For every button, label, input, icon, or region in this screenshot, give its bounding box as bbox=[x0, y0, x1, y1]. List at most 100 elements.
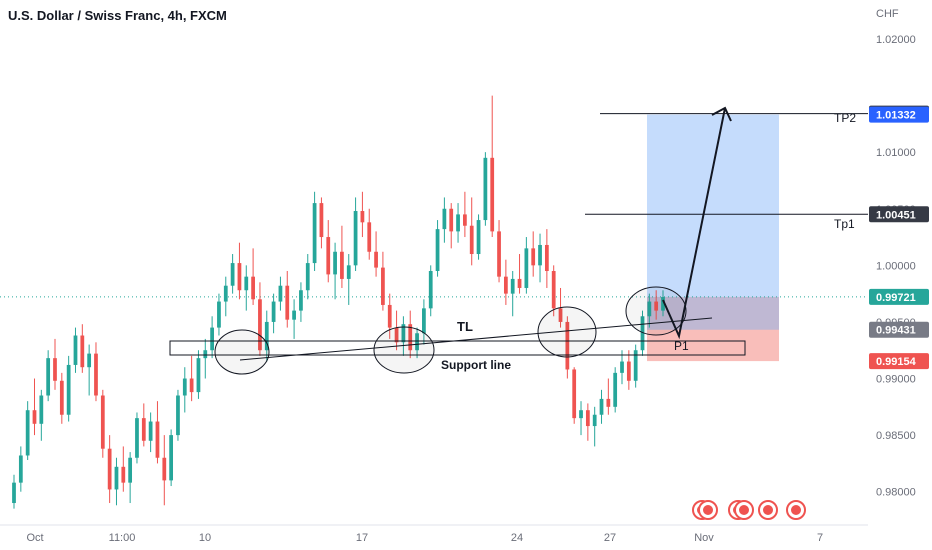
time-tick-label: 7 bbox=[817, 532, 823, 544]
candle-body bbox=[428, 271, 433, 309]
time-tick-label: 17 bbox=[356, 532, 368, 544]
price-tick-label: 0.98500 bbox=[876, 430, 916, 442]
candle-body bbox=[59, 380, 64, 415]
candle-body bbox=[333, 251, 337, 275]
candle-body bbox=[415, 333, 419, 351]
candle-body bbox=[39, 395, 44, 424]
flag-icon bbox=[791, 505, 801, 515]
candle-body bbox=[237, 263, 242, 291]
candle-body bbox=[585, 410, 590, 427]
candle-body bbox=[463, 214, 467, 226]
touch-circle bbox=[625, 286, 687, 336]
candle-body bbox=[66, 364, 71, 415]
candle-body bbox=[230, 263, 235, 286]
flag-icon bbox=[703, 505, 713, 515]
candle-body bbox=[53, 358, 57, 381]
candle-body bbox=[223, 285, 228, 302]
candle-body bbox=[340, 251, 344, 279]
candle-body bbox=[353, 211, 358, 266]
price-badge-label: 0.99431 bbox=[876, 325, 916, 337]
candle-body bbox=[531, 248, 536, 266]
price-badge bbox=[869, 321, 929, 338]
candle-body bbox=[456, 214, 460, 232]
touch-circle bbox=[537, 306, 597, 358]
candle-body bbox=[497, 231, 501, 277]
chart-title: U.S. Dollar / Swiss Franc, 4h, FXCM bbox=[8, 8, 227, 23]
candle-body bbox=[264, 321, 269, 351]
candle-body bbox=[381, 267, 385, 305]
candle-body bbox=[176, 395, 180, 436]
candle-body bbox=[100, 395, 105, 449]
touch-circle bbox=[373, 326, 435, 374]
candle-body bbox=[613, 372, 618, 407]
candle-body bbox=[551, 271, 556, 309]
candle-body bbox=[114, 466, 119, 490]
time-tick-label: Oct bbox=[26, 532, 43, 544]
candle-body bbox=[12, 482, 16, 504]
candle-body bbox=[592, 414, 597, 427]
candle-body bbox=[449, 208, 454, 232]
candle-body bbox=[271, 301, 276, 322]
price-tick-label: 1.02000 bbox=[876, 34, 916, 46]
candle-body bbox=[25, 410, 30, 456]
candle-body bbox=[524, 248, 529, 288]
price-badge bbox=[869, 106, 929, 123]
price-tick-label: 1.01000 bbox=[876, 147, 916, 159]
time-tick-label: 10 bbox=[199, 532, 211, 544]
currency-label: CHF bbox=[876, 8, 899, 20]
candle-body bbox=[148, 421, 153, 441]
candle-body bbox=[46, 358, 51, 396]
candle-body bbox=[469, 225, 474, 255]
candle-body bbox=[107, 448, 112, 490]
candle-body bbox=[121, 466, 126, 483]
candle-body bbox=[87, 353, 92, 368]
candle-body bbox=[374, 251, 378, 268]
candle-body bbox=[367, 222, 372, 252]
candle-body bbox=[483, 157, 488, 221]
candle-body bbox=[299, 290, 303, 311]
candle-body bbox=[503, 276, 508, 294]
price-tick-label: 0.98000 bbox=[876, 487, 916, 499]
candle-body bbox=[285, 285, 290, 320]
candle-body bbox=[626, 361, 631, 381]
flag-icon bbox=[739, 505, 749, 515]
candle-body bbox=[558, 308, 563, 322]
candle-body bbox=[442, 208, 447, 230]
candle-body bbox=[155, 421, 160, 458]
candle-body bbox=[620, 361, 624, 373]
candle-body bbox=[169, 435, 174, 481]
candle-body bbox=[476, 220, 481, 255]
candle-body bbox=[162, 457, 167, 481]
candle-body bbox=[517, 278, 522, 288]
candle-body bbox=[80, 335, 85, 368]
candle-body bbox=[633, 350, 638, 381]
candle-body bbox=[565, 321, 570, 370]
candle-body bbox=[490, 157, 495, 232]
support-line-label: Support line bbox=[441, 358, 511, 372]
candle-body bbox=[394, 327, 399, 343]
candle-body bbox=[251, 276, 255, 300]
candle-body bbox=[141, 418, 146, 441]
candle-body bbox=[538, 244, 542, 266]
price-tick-label: 1.00000 bbox=[876, 260, 916, 272]
price-badge-label: 0.99721 bbox=[876, 292, 916, 304]
candle-body bbox=[135, 418, 139, 458]
candle-body bbox=[244, 276, 249, 291]
candle-body bbox=[292, 310, 296, 320]
profit-zone bbox=[647, 114, 779, 297]
time-tick-label: 11:00 bbox=[109, 532, 136, 544]
candle-body bbox=[326, 237, 331, 275]
candle-body bbox=[305, 263, 310, 291]
candle-body bbox=[572, 369, 577, 419]
tp2-label: TP2 bbox=[834, 111, 856, 125]
candle-body bbox=[319, 203, 324, 238]
candle-body bbox=[401, 324, 406, 343]
candle-body bbox=[258, 299, 262, 351]
candle-body bbox=[18, 455, 23, 483]
candle-body bbox=[599, 398, 604, 415]
candle-body bbox=[579, 410, 583, 419]
candle-body bbox=[422, 308, 426, 334]
tp1-label: Tp1 bbox=[834, 217, 855, 231]
